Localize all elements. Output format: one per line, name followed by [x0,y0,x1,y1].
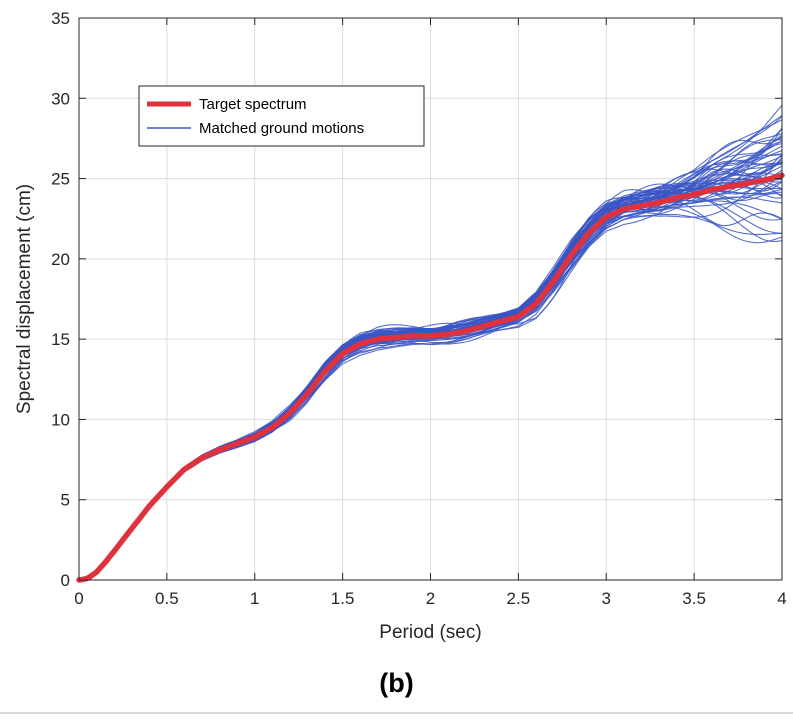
x-tick-label: 2.5 [507,589,531,608]
target-spectrum-line [76,172,785,583]
y-tick-label: 10 [51,410,70,429]
legend-label-target: Target spectrum [199,96,307,113]
target-spectrum-series [76,172,785,583]
x-tick-label: 0.5 [155,589,179,608]
legend-box [138,85,425,147]
y-axis-label: Spectral displacement (cm) [14,184,35,414]
x-tick-label: 4 [777,589,786,608]
y-tick-label: 35 [51,9,70,28]
y-tick-label: 20 [51,250,70,269]
y-tick-label: 15 [51,330,70,349]
panel-label: (b) [379,668,414,698]
y-tick-label: 30 [51,89,70,108]
x-tick-label: 3.5 [682,589,706,608]
y-tick-label: 0 [61,571,70,590]
legend: Target spectrum Matched ground motions [138,85,425,147]
y-tick-label: 25 [51,170,70,189]
x-tick-label: 0 [74,589,83,608]
x-tick-label: 1.5 [331,589,355,608]
bottom-divider [0,712,793,714]
y-tick-label: 5 [61,491,70,510]
legend-label-matched: Matched ground motions [199,120,364,137]
x-tick-label: 3 [602,589,611,608]
x-tick-label: 1 [250,589,259,608]
x-ticks: 0 0.5 1 1.5 2 2.5 3 3.5 4 [74,18,787,608]
y-ticks: 0 5 10 15 20 25 30 35 [51,9,782,590]
x-axis-label: Period (sec) [379,622,481,643]
x-tick-label: 2 [426,589,435,608]
